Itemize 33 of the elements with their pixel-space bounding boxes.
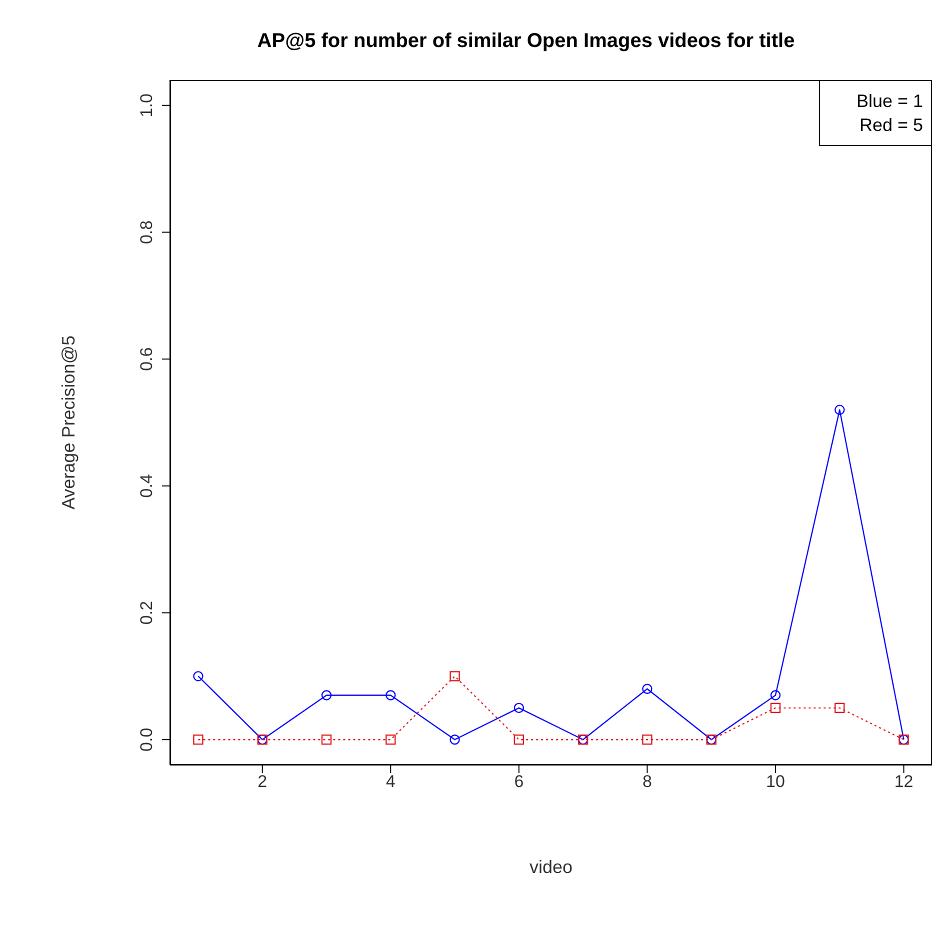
y-tick-label: 0.4 xyxy=(137,474,156,498)
x-tick-label: 4 xyxy=(386,772,396,792)
point xyxy=(386,734,396,745)
y-tick-label: 0.8 xyxy=(137,220,156,244)
y-tick-label: 1.0 xyxy=(137,94,156,118)
point xyxy=(321,690,332,700)
x-tick-label: 8 xyxy=(642,772,652,792)
y-tick-label: 0.0 xyxy=(137,728,156,752)
y-tick-label: 0.2 xyxy=(137,600,156,625)
x-tick-label: 2 xyxy=(258,772,268,792)
point xyxy=(642,684,652,694)
point xyxy=(834,404,845,415)
x-tick-label: 12 xyxy=(894,772,914,792)
point xyxy=(642,734,652,745)
point xyxy=(834,702,845,714)
x-tick-label: 6 xyxy=(514,772,524,792)
point xyxy=(450,734,460,745)
annotation: Blue = 1 xyxy=(856,90,923,113)
point xyxy=(193,671,204,682)
chart-title: AP@5 for number of similar Open Images videos for title xyxy=(256,30,796,53)
point xyxy=(193,734,204,745)
annotation: Red = 5 xyxy=(858,114,923,137)
point xyxy=(514,734,524,745)
x-tick-label: 10 xyxy=(766,772,785,792)
y-tick-label: 0.6 xyxy=(137,347,156,371)
point xyxy=(770,690,781,700)
point xyxy=(450,671,460,682)
point xyxy=(514,702,524,714)
x-axis-title: video xyxy=(529,857,573,877)
point xyxy=(386,690,396,700)
y-axis-title: Average Precision@5 xyxy=(58,335,78,510)
point xyxy=(321,734,332,745)
point xyxy=(770,702,781,714)
